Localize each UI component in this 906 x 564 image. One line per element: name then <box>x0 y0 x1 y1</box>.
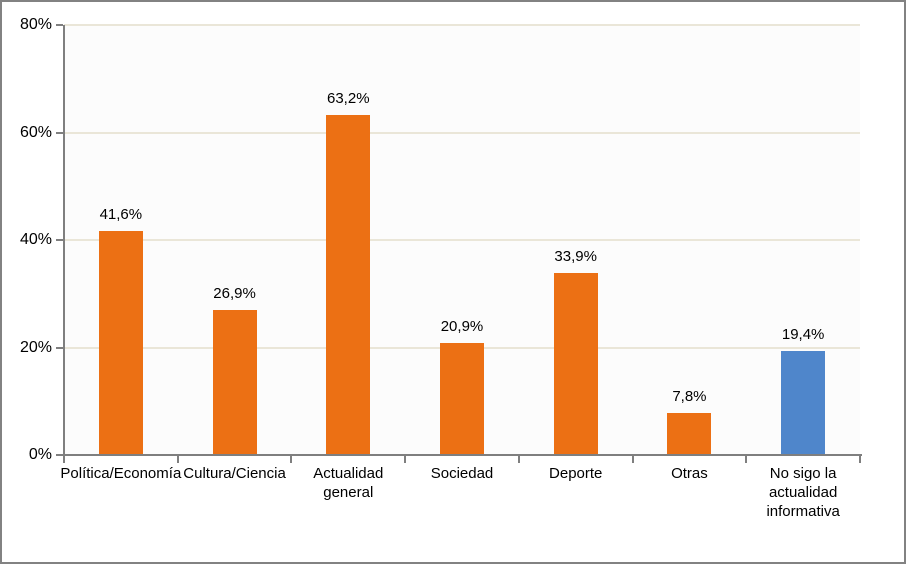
data-label: 7,8% <box>672 388 707 406</box>
gridline <box>64 24 860 26</box>
y-tick-label: 60% <box>19 123 52 141</box>
y-axis-tick <box>56 24 63 26</box>
y-tick-label: 40% <box>19 231 52 248</box>
y-axis-tick <box>56 346 63 349</box>
data-label: 41,6% <box>99 206 143 224</box>
plot-area: 41,6% 26,9% 63,2% 20,9% 33,9% 7,8% 19,4% <box>64 24 860 455</box>
x-axis-tick <box>859 454 861 463</box>
y-tick-label: 20% <box>19 338 52 356</box>
data-label: 19,4% <box>781 325 825 343</box>
category-label: Sociedad <box>430 465 494 482</box>
x-axis-tick <box>631 454 634 463</box>
x-axis-tick <box>745 454 748 463</box>
data-label: 33,9% <box>554 247 597 265</box>
x-axis-tick <box>404 454 407 463</box>
y-axis-line <box>63 25 65 462</box>
bar <box>553 272 598 455</box>
data-label: 26,9% <box>213 285 256 303</box>
category-label: Otras <box>671 465 708 482</box>
bar <box>440 342 484 455</box>
data-label: 63,2% <box>327 90 370 108</box>
bar <box>781 350 826 455</box>
y-tick-label: 0% <box>28 446 52 463</box>
category-label: Actualidad general <box>313 465 384 501</box>
x-axis-tick <box>517 454 520 463</box>
category-label: Deporte <box>549 465 603 482</box>
x-axis-line <box>56 454 862 456</box>
category-label: Política/Economía <box>60 465 182 482</box>
y-axis-tick <box>56 454 63 456</box>
x-axis-tick <box>176 454 179 463</box>
y-tick-label: 80% <box>19 16 52 33</box>
bar <box>667 413 712 455</box>
y-axis-tick <box>56 239 63 241</box>
bar <box>212 310 257 455</box>
data-label: 20,9% <box>440 317 484 335</box>
gridline <box>64 131 860 134</box>
category-label: Cultura/Ciencia <box>183 465 286 482</box>
bar <box>98 231 143 455</box>
x-axis-tick <box>63 454 65 463</box>
y-axis-tick <box>56 131 63 134</box>
bar <box>326 115 371 455</box>
gridline <box>64 239 860 241</box>
category-label: No sigo la actualidad informativa <box>766 465 840 520</box>
x-axis-tick <box>290 454 293 463</box>
